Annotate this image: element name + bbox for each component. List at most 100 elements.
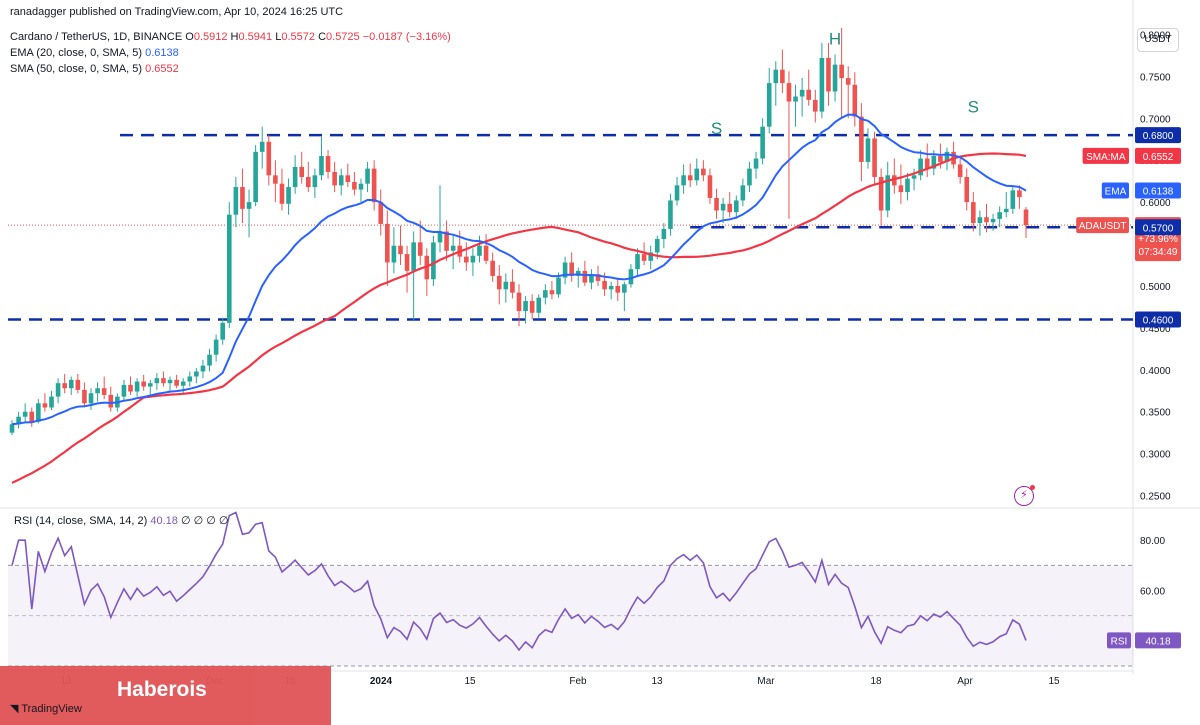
candle bbox=[226, 202, 232, 328]
sma-legend-value: 0.6552 bbox=[145, 63, 179, 75]
candle-body bbox=[68, 379, 74, 389]
candle-body bbox=[147, 383, 153, 387]
candle bbox=[589, 269, 594, 290]
candle-body bbox=[180, 381, 186, 386]
price-tick-label: 0.7000 bbox=[1140, 114, 1171, 125]
candle-body bbox=[286, 187, 291, 204]
candle-body bbox=[727, 203, 733, 213]
candle bbox=[444, 220, 449, 261]
candle bbox=[299, 151, 305, 184]
price-tag-label-box bbox=[1082, 147, 1129, 164]
candle bbox=[391, 227, 397, 274]
candle-body bbox=[733, 200, 739, 213]
price-tag-value: 0.5700 bbox=[1143, 223, 1174, 234]
candle bbox=[957, 158, 963, 184]
candle-body bbox=[352, 182, 357, 190]
candle-body bbox=[681, 175, 686, 186]
candle-body bbox=[444, 231, 449, 251]
candle bbox=[523, 296, 528, 324]
rsi-tag-label-box bbox=[1107, 632, 1131, 649]
price-tag-box bbox=[1135, 182, 1181, 199]
candle-body bbox=[49, 396, 54, 408]
sma-legend[interactable]: SMA (50, close, 0, SMA, 5) 0.6552 bbox=[10, 63, 179, 75]
candle-body bbox=[365, 168, 370, 184]
price-tick-label: 0.3000 bbox=[1140, 450, 1171, 461]
candle bbox=[431, 235, 436, 286]
publisher-line: ranadagger published on TradingView.com,… bbox=[10, 6, 344, 18]
candle bbox=[194, 368, 199, 384]
price-tag-value: 0.6800 bbox=[1143, 131, 1174, 142]
candle bbox=[477, 235, 482, 263]
candle bbox=[733, 195, 739, 219]
tradingview-logo: ◥ TradingView bbox=[10, 703, 82, 715]
candle-body bbox=[398, 245, 403, 255]
candle bbox=[543, 284, 548, 305]
candle bbox=[529, 294, 535, 320]
rsi-legend-flags: ∅ ∅ ∅ ∅ bbox=[180, 515, 229, 527]
candle bbox=[312, 168, 318, 198]
candle-body bbox=[378, 202, 384, 224]
candle-body bbox=[161, 378, 166, 384]
ema-legend[interactable]: EMA (20, close, 0, SMA, 5) 0.6138 bbox=[10, 47, 179, 59]
candle bbox=[62, 373, 67, 394]
candle bbox=[483, 233, 489, 265]
candle bbox=[352, 171, 357, 196]
candle bbox=[582, 260, 588, 286]
candle bbox=[740, 178, 746, 207]
candle-body bbox=[786, 83, 792, 102]
candle bbox=[905, 172, 910, 201]
candle bbox=[108, 386, 114, 412]
candle bbox=[147, 379, 153, 395]
candle bbox=[806, 69, 812, 106]
rsi-tag-value: 40.18 bbox=[1145, 636, 1170, 647]
candle-body bbox=[687, 175, 693, 181]
candle-body bbox=[431, 242, 436, 280]
candle-body bbox=[694, 168, 700, 181]
candle-body bbox=[338, 175, 344, 186]
candle bbox=[450, 235, 456, 270]
candle-body bbox=[246, 202, 252, 209]
candle-body bbox=[404, 254, 410, 271]
time-tick-label: 18 bbox=[870, 676, 882, 687]
candle-body bbox=[325, 156, 331, 172]
candle-body bbox=[839, 64, 844, 79]
candle-body bbox=[575, 270, 581, 276]
candle bbox=[799, 78, 805, 117]
candle-body bbox=[648, 252, 653, 261]
candle-body bbox=[312, 175, 318, 188]
candle bbox=[536, 294, 542, 318]
candle-body bbox=[1017, 190, 1022, 198]
time-tick-label: Apr bbox=[957, 676, 973, 687]
candle-body bbox=[299, 166, 305, 177]
currency-button[interactable]: USDT bbox=[1137, 28, 1179, 52]
candle-body bbox=[187, 376, 193, 382]
candle-body bbox=[595, 274, 601, 281]
time-tick-label: 2024 bbox=[370, 676, 393, 687]
candle bbox=[694, 158, 700, 186]
candle bbox=[977, 210, 983, 236]
candle bbox=[29, 407, 35, 427]
candle bbox=[773, 61, 779, 106]
candle bbox=[924, 143, 930, 177]
flash-alert-icon[interactable]: ⚡ bbox=[1014, 485, 1035, 506]
candle bbox=[404, 245, 410, 293]
rsi-legend[interactable]: RSI (14, close, SMA, 14, 2) 40.18 ∅ ∅ ∅ … bbox=[14, 515, 229, 527]
candle bbox=[569, 252, 574, 282]
candle-body bbox=[167, 379, 173, 384]
candle bbox=[365, 161, 370, 193]
candle bbox=[793, 84, 798, 127]
candle-body bbox=[924, 158, 930, 169]
price-tick-label: 0.7500 bbox=[1140, 72, 1171, 83]
price-tag-value: 0.6138 bbox=[1143, 187, 1174, 198]
candle bbox=[944, 147, 950, 171]
candle-body bbox=[852, 84, 858, 117]
candle-body bbox=[892, 175, 897, 186]
candle-body bbox=[529, 301, 535, 313]
candle-body bbox=[661, 228, 667, 240]
candle-body bbox=[483, 245, 489, 261]
candle-body bbox=[200, 365, 206, 372]
candle-body bbox=[22, 411, 28, 417]
price-tag-box bbox=[1135, 147, 1181, 164]
candle-body bbox=[437, 231, 443, 243]
